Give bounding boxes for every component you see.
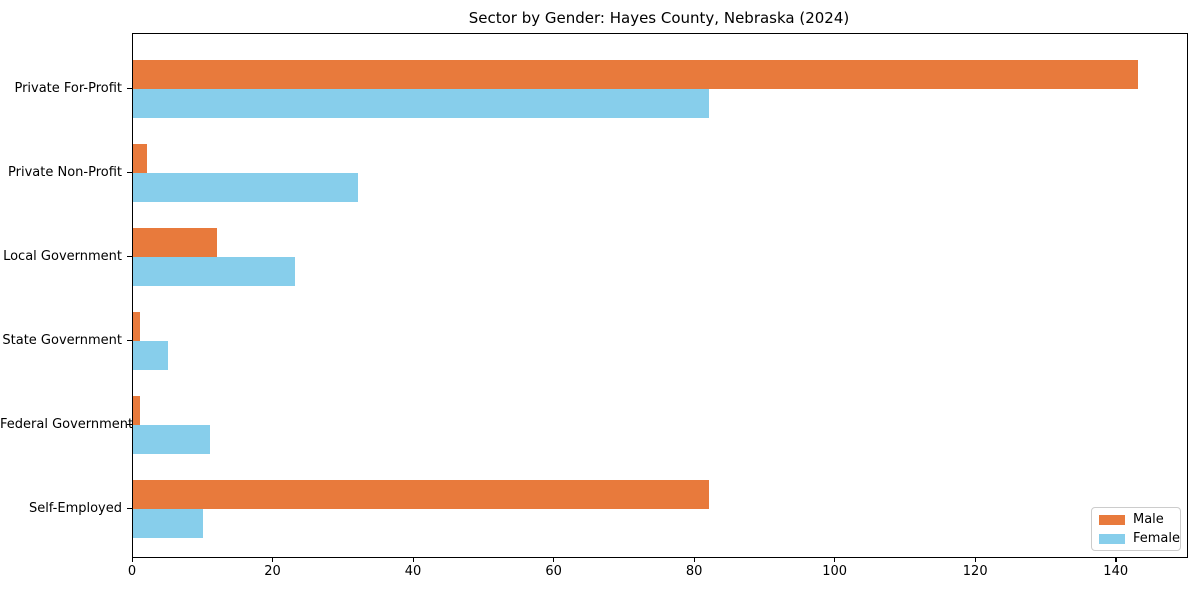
- bar-male-self-employed: [133, 480, 710, 509]
- legend-swatch-female: [1099, 533, 1125, 544]
- y-axis-tick: [127, 87, 132, 89]
- y-axis-label-state-government: State Government: [2, 332, 122, 348]
- legend-label-female: Female: [1133, 530, 1181, 546]
- bar-female-federal-government: [133, 425, 211, 454]
- x-axis-tick: [553, 557, 555, 562]
- legend-entry-male: Male: [1099, 511, 1173, 527]
- bar-female-private-for-profit: [133, 89, 710, 118]
- bar-male-private-non-profit: [133, 144, 148, 173]
- chart-title: Sector by Gender: Hayes County, Nebraska…: [468, 9, 850, 27]
- y-axis-label-private-for-profit: Private For-Profit: [14, 80, 122, 96]
- legend: Male Female: [1091, 507, 1181, 551]
- x-axis-tick: [131, 557, 133, 562]
- x-axis-tick: [693, 557, 695, 562]
- legend-label-male: Male: [1133, 511, 1164, 527]
- x-axis-tick-label-140: 140: [1103, 564, 1129, 579]
- x-axis-tick: [834, 557, 836, 562]
- x-axis-tick-label-0: 0: [127, 564, 137, 579]
- y-axis-label-federal-government: Federal Government: [0, 416, 134, 432]
- x-axis-tick-label-40: 40: [404, 564, 422, 579]
- bar-male-local-government: [133, 228, 218, 257]
- y-axis-tick: [127, 423, 132, 425]
- x-axis-tick-label-80: 80: [685, 564, 703, 579]
- bar-female-state-government: [133, 341, 169, 370]
- bar-female-local-government: [133, 257, 295, 286]
- legend-entry-female: Female: [1099, 531, 1180, 546]
- x-axis-tick: [974, 557, 976, 562]
- y-axis-tick: [127, 339, 132, 341]
- bar-male-private-for-profit: [133, 60, 1138, 89]
- x-axis-tick-label-60: 60: [545, 564, 562, 579]
- bar-male-state-government: [133, 312, 141, 341]
- bar-female-private-non-profit: [133, 173, 358, 202]
- y-axis-label-self-employed: Self-Employed: [28, 500, 122, 516]
- x-axis-tick-label-120: 120: [962, 564, 988, 579]
- x-axis-tick: [412, 557, 414, 562]
- y-axis-tick: [127, 507, 132, 509]
- x-axis-tick: [272, 557, 274, 562]
- plot-area: [132, 33, 1188, 558]
- bar-male-federal-government: [133, 396, 141, 425]
- legend-swatch-male: [1099, 514, 1125, 525]
- y-axis-label-local-government: Local Government: [3, 248, 122, 264]
- y-axis-tick: [127, 255, 132, 257]
- x-axis-tick: [1115, 557, 1117, 562]
- y-axis-label-private-non-profit: Private Non-Profit: [8, 164, 122, 180]
- y-axis-tick: [127, 171, 132, 173]
- x-axis-tick-label-20: 20: [264, 564, 281, 579]
- bar-female-self-employed: [133, 509, 204, 538]
- x-axis-tick-label-100: 100: [822, 564, 848, 579]
